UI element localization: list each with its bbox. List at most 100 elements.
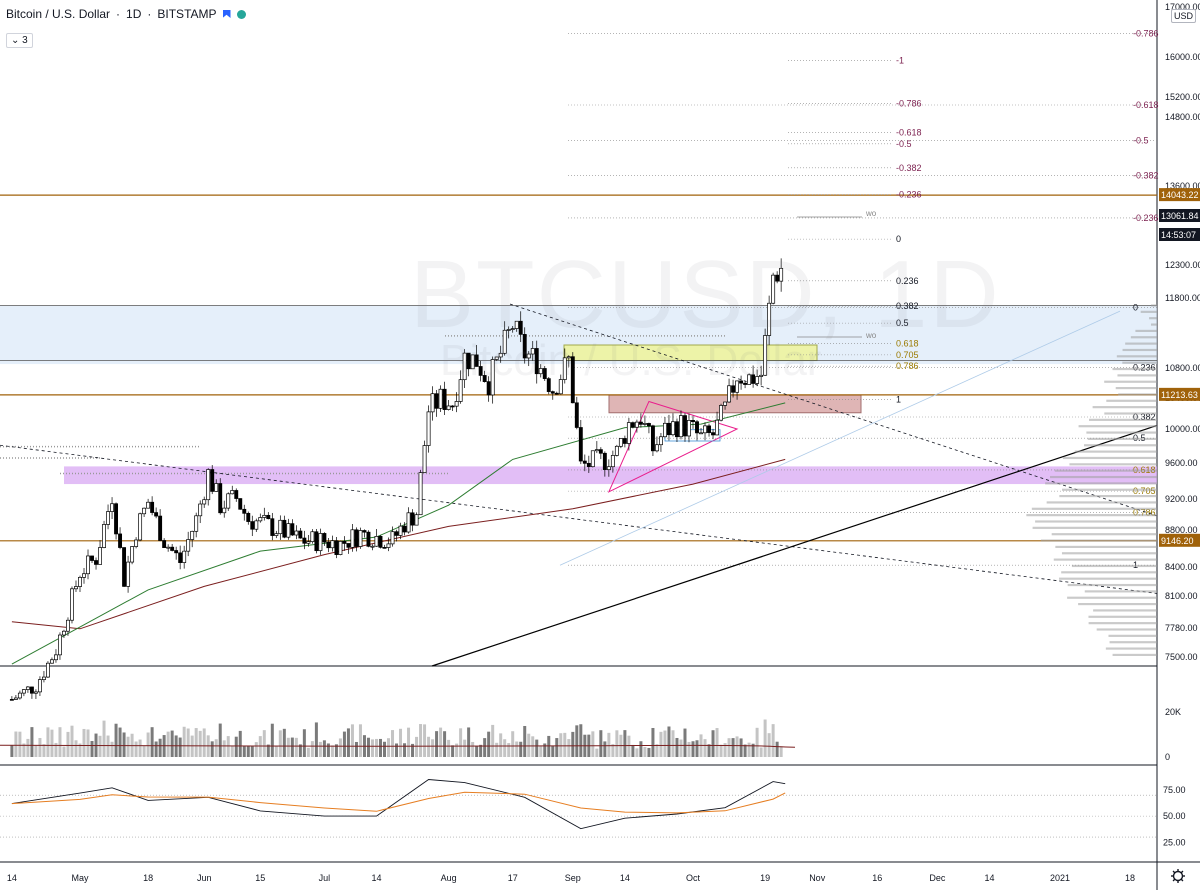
volume-bar xyxy=(483,738,487,757)
interval-label[interactable]: 1D xyxy=(126,7,142,21)
candle-body xyxy=(671,421,675,436)
candle-body xyxy=(318,533,323,552)
volume-bar xyxy=(14,731,18,757)
volume-profile-bar xyxy=(1115,387,1157,390)
candle-body xyxy=(362,530,367,533)
volume-bar xyxy=(411,743,415,757)
candle-body xyxy=(330,540,335,549)
price-tick-label: 8100.00 xyxy=(1165,591,1198,601)
volume-profile-bar xyxy=(1116,355,1157,358)
candle-body xyxy=(150,501,155,513)
volume-profile-bar xyxy=(1104,412,1157,415)
candle-body xyxy=(646,423,651,427)
volume-profile-bar xyxy=(1108,634,1157,637)
price-tick-label: 11800.00 xyxy=(1165,293,1200,303)
settings-gear-icon[interactable] xyxy=(1171,869,1185,883)
volume-profile-bar xyxy=(1151,304,1157,307)
volume-bar xyxy=(387,738,391,757)
candle-body xyxy=(37,679,42,693)
volume-profile-bar xyxy=(1078,425,1157,428)
volume-profile-bar xyxy=(1078,603,1157,606)
volume-bar xyxy=(238,730,242,757)
candle-body xyxy=(546,378,551,392)
volume-profile-bar xyxy=(1118,393,1157,396)
candle-body xyxy=(454,401,459,407)
flag-icon[interactable] xyxy=(222,10,231,18)
price-tick-label: 7500.00 xyxy=(1165,652,1198,662)
volume-bar xyxy=(391,730,395,757)
candle-body xyxy=(638,421,643,425)
volume-bar xyxy=(110,741,114,757)
volume-bar xyxy=(659,731,663,757)
volume-bar xyxy=(246,746,250,757)
candle-body xyxy=(486,381,491,396)
volume-bar xyxy=(222,740,226,757)
volume-bar xyxy=(507,743,511,757)
volume-bar xyxy=(274,746,278,757)
fib-inner-label: 0.236 xyxy=(896,276,919,286)
candle-body xyxy=(210,469,215,492)
volume-bar xyxy=(679,739,683,757)
watermark-ticker: BTCUSD, 1D xyxy=(410,241,1001,348)
candle-body xyxy=(434,393,439,409)
price-tag-resistance: 14043.22 xyxy=(1161,190,1199,200)
symbol-name[interactable]: Bitcoin / U.S. Dollar xyxy=(6,7,111,21)
price-tick-label: 9600.00 xyxy=(1165,458,1198,468)
volume-bar xyxy=(150,727,154,757)
candle-body xyxy=(474,354,479,367)
candle-body xyxy=(747,374,752,385)
candle-body xyxy=(66,619,70,632)
volume-bar xyxy=(146,732,150,757)
candle-body xyxy=(667,422,671,436)
candle-body xyxy=(158,515,163,541)
candle-body xyxy=(50,659,54,664)
volume-bar xyxy=(763,719,767,757)
volume-bar xyxy=(615,730,619,757)
candle-body xyxy=(78,577,82,587)
volume-bar xyxy=(234,736,238,757)
volume-bar xyxy=(90,740,94,757)
rsi-signal-line xyxy=(11,791,786,814)
candle-body xyxy=(695,421,699,434)
indicator-toggle-button[interactable]: ⌄ 3 xyxy=(6,33,33,48)
currency-badge[interactable]: USD xyxy=(1171,9,1197,23)
volume-bar xyxy=(439,727,443,757)
volume-profile-bar xyxy=(1112,653,1157,656)
volume-bar xyxy=(567,739,571,757)
candle-body xyxy=(679,415,683,438)
volume-bar xyxy=(314,722,318,757)
price-tag-mid: 11213.63 xyxy=(1161,390,1198,400)
volume-bar xyxy=(310,741,314,757)
rsi-tick-label: 75.00 xyxy=(1163,785,1186,795)
candle-body xyxy=(222,507,227,514)
volume-profile-bar xyxy=(1086,431,1157,434)
volume-bar xyxy=(250,746,254,757)
volume-bar xyxy=(366,737,370,757)
volume-bar xyxy=(771,724,775,757)
volume-bar xyxy=(663,730,667,757)
candle-body xyxy=(21,689,26,694)
candle-body xyxy=(626,422,631,444)
volume-bar xyxy=(703,739,707,757)
volume-bar xyxy=(487,731,491,757)
time-tick-label: Dec xyxy=(929,873,946,883)
volume-bar xyxy=(318,741,322,757)
volume-bar xyxy=(122,732,126,757)
fib-inner-label: 0.705 xyxy=(896,350,919,360)
volume-bar xyxy=(627,735,631,757)
volume-bar xyxy=(571,731,575,757)
candle-body xyxy=(178,552,183,563)
volume-profile-bar xyxy=(1059,495,1157,498)
volume-bar xyxy=(719,744,723,757)
candle-body xyxy=(294,530,299,536)
volume-bar xyxy=(230,745,234,757)
volume-profile-bar xyxy=(1109,641,1157,644)
candle-body xyxy=(510,328,515,330)
candle-body xyxy=(562,357,567,380)
fib-inner-label: -0.5 xyxy=(896,139,912,149)
volume-bar xyxy=(166,731,170,757)
volume-bar xyxy=(266,744,270,757)
volume-bar xyxy=(623,730,627,757)
price-tick-label: 9200.00 xyxy=(1165,494,1198,504)
